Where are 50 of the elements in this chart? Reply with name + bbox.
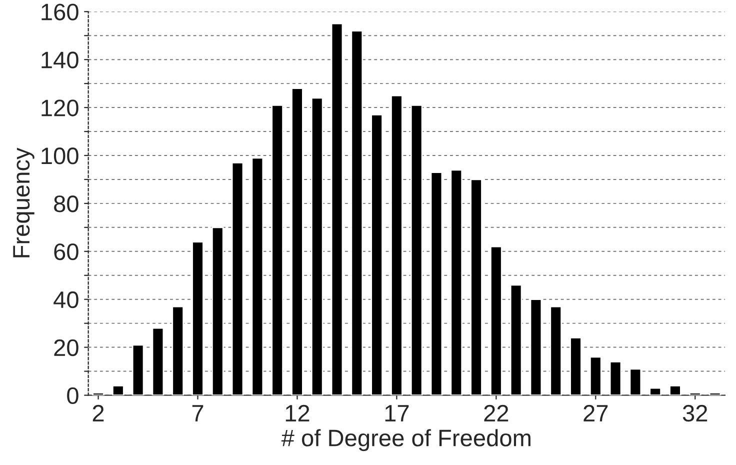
- bar: [92, 392, 104, 396]
- y-tick-label: 160: [42, 4, 78, 20]
- bar: [649, 387, 662, 396]
- bar: [211, 226, 224, 396]
- bar: [231, 162, 244, 396]
- bar: [251, 157, 264, 396]
- x-tick-label: 7: [192, 405, 204, 422]
- bar: [708, 392, 722, 396]
- y-tick-label: 140: [42, 52, 78, 68]
- bar: [550, 306, 562, 396]
- bar: [589, 356, 602, 396]
- bar: [430, 172, 443, 396]
- y-tick-label: 40: [54, 291, 78, 308]
- bar: [350, 30, 364, 396]
- bar: [390, 94, 403, 396]
- bar: [172, 306, 184, 396]
- x-tick-label: 32: [682, 404, 708, 422]
- y-tick-label: 60: [54, 243, 78, 260]
- x-tick-label: 2: [92, 404, 104, 422]
- x-tick-label: 17: [385, 405, 409, 422]
- bar: [410, 104, 423, 396]
- x-tick-label: 12: [286, 404, 310, 422]
- x-tick-label: 27: [584, 404, 608, 422]
- y-tick-label: 100: [42, 148, 78, 164]
- bar: [688, 392, 702, 396]
- bar: [152, 327, 164, 396]
- bar: [609, 360, 622, 396]
- bar: [669, 384, 682, 396]
- bar: [470, 178, 482, 396]
- x-axis-title: # of Degree of Freedom: [281, 429, 530, 452]
- bar: [629, 368, 642, 396]
- bar: [510, 284, 522, 396]
- x-tick-label: 22: [484, 404, 508, 422]
- bar: [530, 298, 542, 396]
- bar: [570, 337, 582, 396]
- bar: [271, 104, 284, 396]
- y-tick-label: 0: [67, 387, 78, 404]
- bar: [450, 169, 463, 396]
- y-axis-title: Frequency: [13, 148, 34, 258]
- bar: [370, 114, 383, 396]
- y-tick-label: 120: [42, 100, 78, 116]
- bar: [291, 88, 304, 396]
- bar: [330, 22, 344, 396]
- bar: [490, 246, 502, 396]
- bar: [310, 97, 324, 396]
- bar: [112, 384, 124, 396]
- bar: [132, 344, 144, 396]
- y-tick-label: 20: [54, 339, 78, 356]
- bar: [192, 241, 204, 396]
- y-tick-label: 80: [54, 196, 78, 212]
